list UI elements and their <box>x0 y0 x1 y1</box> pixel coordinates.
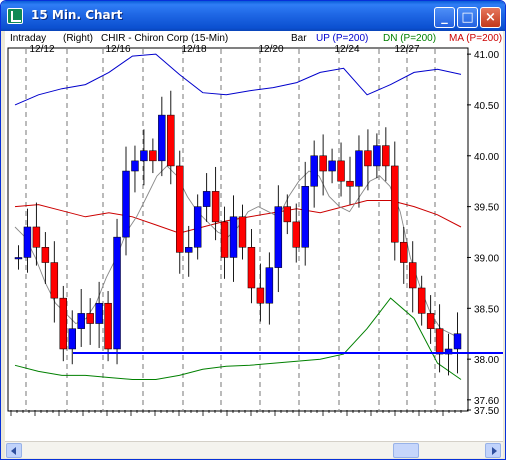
candle-down <box>59 297 68 350</box>
candle-down <box>149 150 157 162</box>
horizontal-scrollbar[interactable] <box>5 441 503 458</box>
legend-dn: DN (P=200) <box>383 33 436 44</box>
price-label: 38.00 <box>474 355 499 366</box>
price-label: 40.50 <box>474 101 499 112</box>
plot-frame <box>7 47 469 412</box>
candle-down <box>408 262 417 289</box>
candle-up <box>131 160 139 172</box>
price-label: 37.50 <box>474 406 499 417</box>
candle-down <box>382 145 390 167</box>
candle-down <box>50 262 59 299</box>
candle-down <box>238 216 247 248</box>
chart-style-label: Bar <box>291 33 307 44</box>
price-label: 39.50 <box>474 203 499 214</box>
right-arrow-icon <box>492 447 497 455</box>
chart-app-icon <box>7 8 23 24</box>
candle-down <box>32 226 41 248</box>
candle-down <box>346 180 354 187</box>
candle-down <box>426 313 435 329</box>
candle-up <box>301 186 309 248</box>
moving-average-band-line <box>14 200 462 234</box>
candle-up <box>453 333 462 350</box>
close-button[interactable]: × <box>480 7 501 28</box>
candle-up <box>355 150 363 187</box>
date-label-12-16: 12/16 <box>105 44 130 55</box>
candle-down <box>319 155 327 172</box>
date-label-12-18: 12/18 <box>181 44 206 55</box>
mode-label: Intraday <box>10 33 46 44</box>
legend-ma: MA (P=200) <box>449 33 502 44</box>
price-label: 38.50 <box>474 304 499 315</box>
candle-down <box>220 221 229 258</box>
time-ticks <box>10 410 462 416</box>
price-label: 39.00 <box>474 253 499 264</box>
date-axis-labels: 12/12 12/16 12/18 12/20 12/24 12/27 <box>29 44 419 55</box>
candle-down <box>104 302 112 350</box>
price-axis: 41.00 40.50 40.00 39.50 39.00 38.50 38.00 37.60… <box>467 50 499 417</box>
candle-up <box>184 247 193 253</box>
symbol-description: CHIR - Chiron Corp (15-Min) <box>101 33 228 44</box>
candle-down <box>400 241 408 263</box>
candle-up <box>77 313 85 329</box>
price-label: 41.00 <box>474 50 499 61</box>
candle-up <box>373 145 381 167</box>
candle-down <box>256 287 265 304</box>
candle-up <box>23 226 32 258</box>
candlesticks <box>14 90 462 376</box>
price-chart[interactable]: Intraday (Right) CHIR - Chiron Corp (15-… <box>5 31 503 441</box>
title-bar[interactable]: 15 Min. Chart _ □ × <box>1 1 505 31</box>
chart-area[interactable]: Intraday (Right) CHIR - Chiron Corp (15-… <box>5 31 503 441</box>
candle-down <box>337 160 345 182</box>
window-title: 15 Min. Chart <box>31 8 123 22</box>
candle-down <box>435 328 444 355</box>
candle-down <box>292 221 300 248</box>
candle-down <box>417 287 426 314</box>
candle-up <box>68 328 76 350</box>
date-label-12-24: 12/24 <box>334 44 359 55</box>
candle-down <box>86 313 94 324</box>
date-label-12-27: 12/27 <box>394 44 419 55</box>
minimize-button[interactable]: _ <box>434 7 455 28</box>
candle-up <box>14 257 23 260</box>
price-label: 40.00 <box>474 152 499 163</box>
candle-up <box>202 191 211 207</box>
lower-band-line <box>14 297 462 380</box>
candle-down <box>391 165 399 243</box>
left-arrow-icon <box>11 447 16 455</box>
candle-up <box>140 150 148 162</box>
candle-down <box>176 165 184 253</box>
axis-side-label: (Right) <box>63 33 93 44</box>
candle-up <box>122 170 130 238</box>
legend-up: UP (P=200) <box>316 33 368 44</box>
candle-up <box>193 206 202 248</box>
scroll-right-button[interactable] <box>485 443 501 458</box>
date-label-12-12: 12/12 <box>29 44 54 55</box>
upper-band-line <box>14 53 462 106</box>
candle-down <box>211 191 220 223</box>
candle-down <box>283 206 292 223</box>
candle-up <box>229 216 238 258</box>
candle-up <box>310 155 318 187</box>
candle-up <box>328 160 336 172</box>
candle-up <box>95 302 103 324</box>
candle-up <box>158 114 166 162</box>
candle-down <box>364 150 372 167</box>
candle-down <box>41 247 50 263</box>
candle-down <box>247 247 256 289</box>
maximize-button[interactable]: □ <box>457 7 478 28</box>
candle-up <box>444 348 453 355</box>
candle-up <box>265 267 274 304</box>
candle-up <box>274 206 283 268</box>
candle-down <box>167 114 175 167</box>
scroll-left-button[interactable] <box>6 443 22 458</box>
scroll-thumb[interactable] <box>393 443 419 458</box>
price-label: 37.60 <box>474 396 499 407</box>
date-label-12-20: 12/20 <box>258 44 283 55</box>
date-gridlines <box>25 49 436 410</box>
candle-up <box>113 236 121 350</box>
